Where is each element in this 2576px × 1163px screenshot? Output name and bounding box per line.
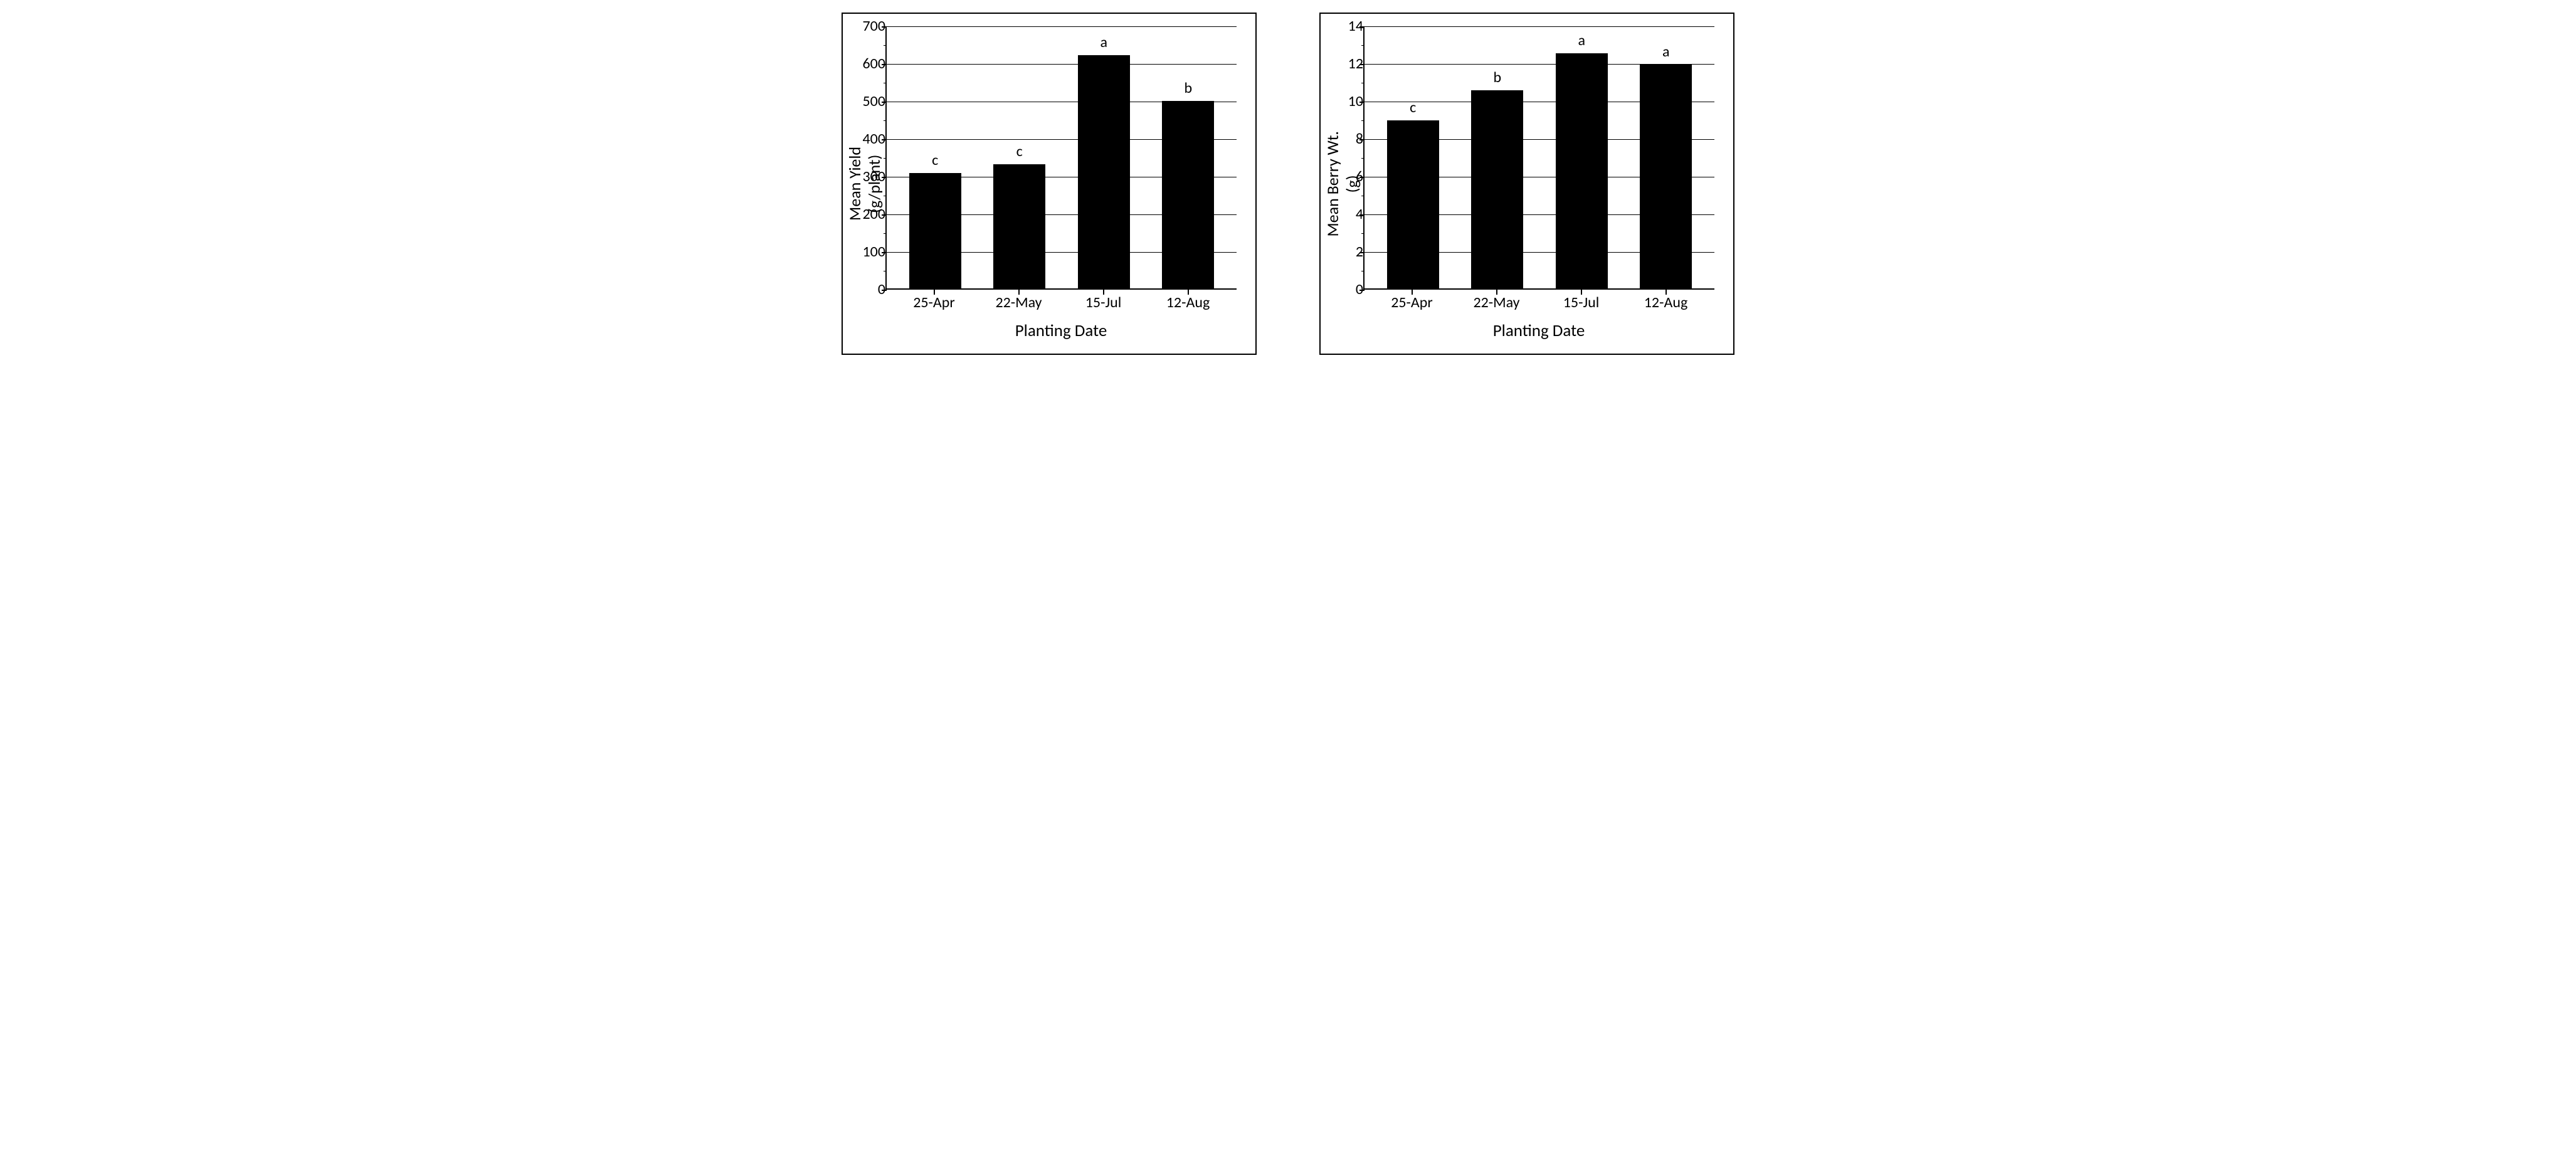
bar-slot: c <box>1371 120 1455 289</box>
bar-slot: b <box>1146 101 1231 288</box>
ylabel-line1: Mean Yield <box>845 147 865 221</box>
bar-sig-label: b <box>1184 79 1192 97</box>
ylabel-line1: Mean Berry Wt. <box>1322 131 1343 237</box>
xtick-label: 15-Jul <box>1061 293 1146 312</box>
xtick-label: 15-Jul <box>1539 293 1623 312</box>
charts-container: Mean Yield (g/plant) 7006005004003002001… <box>13 13 2563 355</box>
xticks-row: 25-Apr 22-May 15-Jul 12-Aug <box>885 290 1237 312</box>
bar <box>1556 53 1608 288</box>
ytick-mark <box>882 252 887 253</box>
gridline <box>887 64 1237 65</box>
xtick-text: 25-Apr <box>1391 293 1433 312</box>
xticks-row: 25-Apr 22-May 15-Jul 12-Aug <box>1363 290 1714 312</box>
xtick-label: 22-May <box>976 293 1061 312</box>
ytick-mark <box>1359 26 1365 28</box>
gridline <box>1365 252 1714 253</box>
xtick-text: 15-Jul <box>1563 293 1599 312</box>
bars-group: ccab <box>887 26 1237 288</box>
xtick-mark <box>1103 290 1104 295</box>
plot-area: cbaa <box>1363 26 1714 290</box>
bar <box>1078 55 1130 288</box>
ytick-mark <box>882 290 887 291</box>
yminor-mark <box>1361 45 1365 46</box>
bar <box>1162 101 1214 288</box>
ytick-mark <box>882 177 887 178</box>
gridline <box>1365 139 1714 140</box>
bar <box>1387 120 1439 289</box>
plot-area: ccab <box>885 26 1237 290</box>
yminor-mark <box>884 120 887 121</box>
xtick-mark <box>1412 290 1413 295</box>
gridline <box>887 214 1237 215</box>
bar-slot: a <box>1539 53 1624 288</box>
bars-group: cbaa <box>1365 26 1714 288</box>
bar-slot: c <box>893 173 978 288</box>
xlabel: Planting Date <box>885 320 1237 341</box>
yminor-mark <box>1361 233 1365 234</box>
bar <box>1471 90 1523 289</box>
gridline <box>1365 26 1714 27</box>
xtick-mark <box>1581 290 1582 295</box>
ytick-mark <box>1359 290 1365 291</box>
ytick-mark <box>882 139 887 140</box>
xtick-mark <box>1665 290 1667 295</box>
yminor-mark <box>884 233 887 234</box>
gridline <box>1365 64 1714 65</box>
xtick-mark <box>1188 290 1189 295</box>
chart-inner: Mean Yield (g/plant) 7006005004003002001… <box>849 26 1237 341</box>
xtick-label: 12-Aug <box>1623 293 1708 312</box>
xtick-text: 22-May <box>995 293 1042 312</box>
ytick-mark <box>882 102 887 103</box>
xtick-label: 12-Aug <box>1146 293 1230 312</box>
ytick-mark <box>1359 252 1365 253</box>
xtick-text: 12-Aug <box>1166 293 1210 312</box>
chart-panel-yield: Mean Yield (g/plant) 7006005004003002001… <box>842 13 1257 355</box>
bar-sig-label: c <box>932 151 938 169</box>
xlabel: Planting Date <box>1363 320 1714 341</box>
ytick-mark <box>882 26 887 28</box>
plot-col: ccab 25-Apr22-May15-Jul12-Aug Planting D… <box>885 26 1237 341</box>
bar-slot: c <box>978 164 1062 288</box>
bar-slot: a <box>1062 55 1146 288</box>
bar-sig-label: c <box>1410 98 1416 117</box>
bar <box>909 173 961 288</box>
bar-sig-label: c <box>1016 142 1023 161</box>
chart-inner: Mean Berry Wt. (g) 14121086420 cbaa 25-A… <box>1327 26 1714 341</box>
gridline <box>1365 214 1714 215</box>
bar-sig-label: a <box>1578 31 1586 50</box>
ytick-mark <box>882 214 887 216</box>
ytick-mark <box>1359 64 1365 65</box>
xtick-mark <box>1496 290 1497 295</box>
xtick-label: 25-Apr <box>1370 293 1454 312</box>
xtick-label: 25-Apr <box>892 293 976 312</box>
xtick-text: 22-May <box>1473 293 1519 312</box>
yminor-mark <box>884 45 887 46</box>
xtick-label: 22-May <box>1454 293 1539 312</box>
xtick-text: 25-Apr <box>913 293 955 312</box>
bar-slot: b <box>1455 90 1540 289</box>
xtick-mark <box>934 290 935 295</box>
ylabel-col: Mean Berry Wt. (g) <box>1327 26 1358 341</box>
plot-col: cbaa 25-Apr22-May15-Jul12-Aug Planting D… <box>1363 26 1714 341</box>
bar-sig-label: a <box>1101 33 1108 51</box>
ytick-mark <box>1359 139 1365 140</box>
xtick-text: 15-Jul <box>1085 293 1121 312</box>
yminor-mark <box>1361 158 1365 159</box>
yminor-mark <box>1361 120 1365 121</box>
yminor-mark <box>884 158 887 159</box>
gridline <box>887 26 1237 27</box>
gridline <box>887 139 1237 140</box>
ytick-mark <box>882 64 887 65</box>
chart-panel-berrywt: Mean Berry Wt. (g) 14121086420 cbaa 25-A… <box>1319 13 1734 355</box>
xtick-text: 12-Aug <box>1644 293 1687 312</box>
bar-sig-label: a <box>1662 43 1670 61</box>
bar <box>993 164 1045 288</box>
xtick-mark <box>1018 290 1020 295</box>
ytick-mark <box>1359 177 1365 178</box>
bar-sig-label: b <box>1493 68 1501 87</box>
ytick-mark <box>1359 102 1365 103</box>
ytick-mark <box>1359 214 1365 216</box>
gridline <box>887 252 1237 253</box>
